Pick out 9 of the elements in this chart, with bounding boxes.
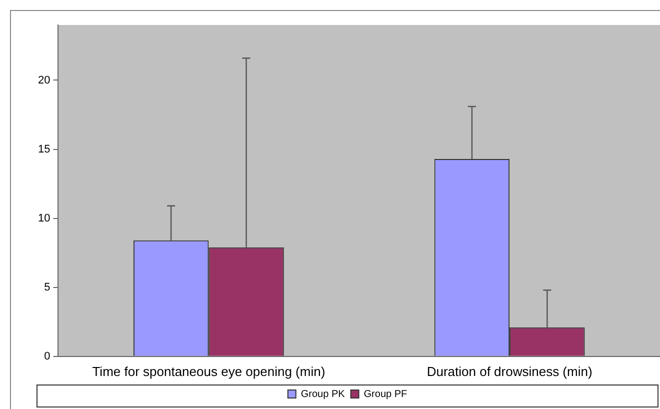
y-tick-label: 10 [38, 212, 50, 224]
x-tick-label: Time for spontaneous eye opening (min) [92, 364, 326, 379]
y-tick-label: 0 [44, 350, 50, 362]
y-tick-label: 15 [38, 143, 50, 156]
y-tick-label: 20 [38, 74, 50, 86]
legend-label: Group PK [300, 388, 346, 400]
legend-label: Group PF [364, 388, 408, 400]
y-tick-label: 5 [44, 281, 50, 294]
x-tick-label: Duration of drowsiness (min) [426, 364, 592, 379]
